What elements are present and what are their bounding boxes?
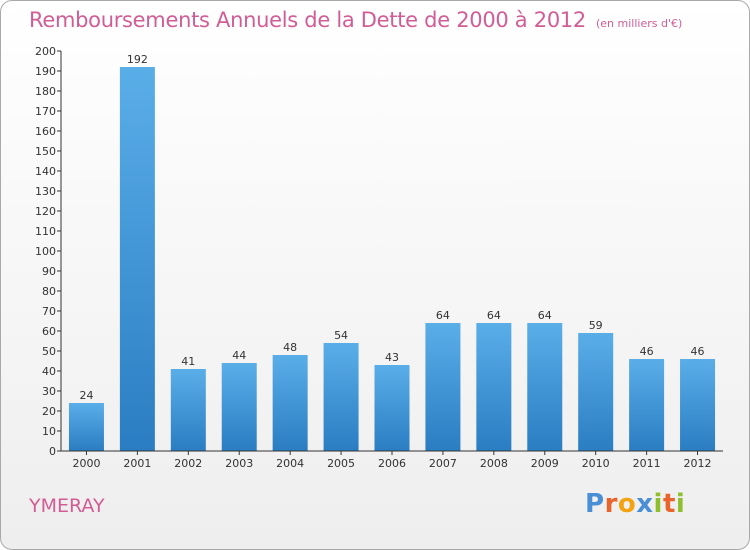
data-label: 24	[79, 389, 93, 402]
bar	[221, 363, 257, 451]
y-tick-label: 100	[35, 245, 56, 258]
y-tick-label: 160	[35, 125, 56, 138]
x-tick-label: 2007	[429, 457, 457, 470]
y-tick-label: 140	[35, 165, 56, 178]
bar	[680, 359, 716, 451]
bar	[68, 403, 104, 451]
bar	[119, 67, 155, 451]
logo-letter: i	[653, 489, 663, 519]
chart-title-main: Remboursements Annuels de la Dette de 20…	[29, 8, 586, 32]
x-axis: 2000 2001 2002 2003 2004 2005 2006 2007 2008 2009…	[61, 450, 723, 470]
x-tick-label: 2006	[378, 457, 406, 470]
data-label: 43	[385, 351, 399, 364]
data-label: 192	[127, 53, 148, 66]
x-tick-label: 2002	[174, 457, 202, 470]
x-tick-label: 2004	[276, 457, 304, 470]
bar	[170, 369, 206, 451]
bar	[425, 323, 461, 451]
y-tick-label: 30	[42, 385, 56, 398]
logo-letter: t	[662, 489, 676, 519]
data-label: 46	[640, 345, 654, 358]
y-tick-label: 40	[42, 365, 56, 378]
y-tick-label: 20	[42, 405, 56, 418]
y-tick-label: 0	[49, 445, 56, 458]
logo-letter: x	[636, 489, 654, 519]
data-label: 59	[589, 319, 603, 332]
bar	[476, 323, 512, 451]
data-label: 44	[232, 349, 246, 362]
y-tick-label: 10	[42, 425, 56, 438]
bar	[374, 365, 410, 451]
y-tick-label: 190	[35, 65, 56, 78]
y-tick-label: 200	[35, 45, 56, 58]
logo-letter: o	[617, 489, 637, 519]
data-label: 41	[181, 355, 195, 368]
y-tick-label: 110	[35, 225, 56, 238]
city-name: YMERAY	[29, 495, 105, 517]
data-label: 64	[487, 309, 501, 322]
x-tick-label: 2012	[684, 457, 712, 470]
y-tick-label: 150	[35, 145, 56, 158]
y-tick-label: 120	[35, 205, 56, 218]
data-label: 64	[436, 309, 450, 322]
bar	[527, 323, 563, 451]
y-tick-label: 70	[42, 305, 56, 318]
logo-letter: P	[585, 489, 605, 519]
data-label: 54	[334, 329, 348, 342]
y-tick-label: 90	[42, 265, 56, 278]
y-tick-label: 180	[35, 85, 56, 98]
x-tick-label: 2010	[582, 457, 610, 470]
y-tick-label: 130	[35, 185, 56, 198]
bar	[323, 343, 359, 451]
logo-letter: i	[675, 489, 686, 519]
bar	[629, 359, 665, 451]
y-tick-label: 50	[42, 345, 56, 358]
y-tick-label: 60	[42, 325, 56, 338]
proxiti-logo: Proxiti	[585, 489, 685, 519]
x-tick-label: 2003	[225, 457, 253, 470]
chart-title: Remboursements Annuels de la Dette de 20…	[29, 8, 682, 32]
chart-title-unit: (en milliers d'€)	[596, 17, 683, 30]
bars: 24 192 41 44 48 54 43 64 64 64 59 46 46	[68, 53, 716, 451]
bar	[272, 355, 308, 451]
y-tick-label: 80	[42, 285, 56, 298]
logo-letter: r	[604, 489, 618, 519]
x-tick-label: 2008	[480, 457, 508, 470]
x-tick-label: 2000	[72, 457, 100, 470]
x-tick-label: 2001	[123, 457, 151, 470]
x-tick-label: 2009	[531, 457, 559, 470]
y-axis: 0 10 20 30 40 50 60 70 80 90 100 110 120 130 140 150 160…	[35, 45, 62, 458]
data-label: 46	[691, 345, 705, 358]
y-tick-label: 170	[35, 105, 56, 118]
bar	[578, 333, 614, 451]
data-label: 64	[538, 309, 552, 322]
x-tick-label: 2005	[327, 457, 355, 470]
x-tick-label: 2011	[633, 457, 661, 470]
data-label: 48	[283, 341, 297, 354]
